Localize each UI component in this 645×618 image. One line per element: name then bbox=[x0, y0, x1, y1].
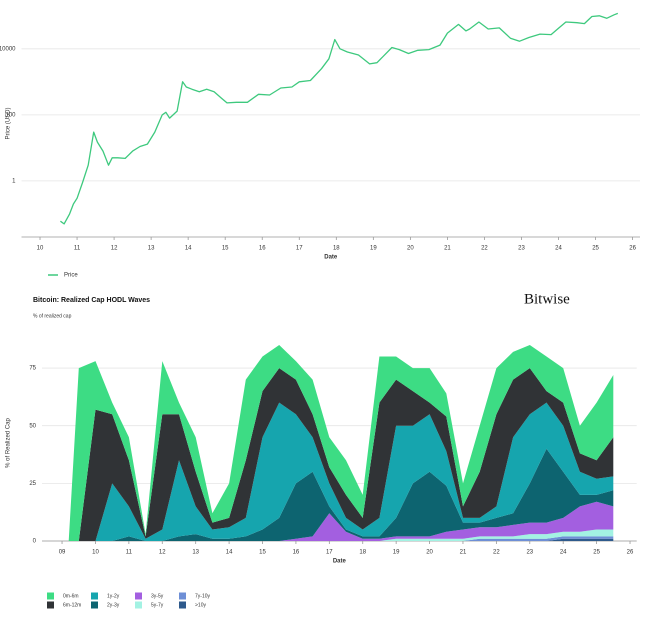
legend-label: >10y bbox=[195, 602, 206, 608]
x-tick-label: 12 bbox=[111, 246, 118, 252]
x-tick-label: 14 bbox=[185, 246, 192, 252]
legend-label: 7y-10y bbox=[195, 593, 211, 599]
x-tick-label: 25 bbox=[593, 550, 600, 556]
area-band bbox=[68, 501, 614, 541]
x-tick-label: 17 bbox=[326, 550, 333, 556]
x-tick-label: 24 bbox=[560, 550, 567, 556]
x-tick-label: 18 bbox=[359, 550, 366, 556]
legend-swatch bbox=[135, 601, 142, 609]
x-tick-label: 24 bbox=[555, 246, 562, 252]
y-tick-label: 50 bbox=[29, 423, 36, 429]
legend-swatch bbox=[47, 601, 54, 609]
x-tick-label: 15 bbox=[222, 246, 229, 252]
legend-swatch bbox=[91, 592, 98, 600]
y-tick-label: 100 bbox=[5, 112, 16, 118]
x-tick-label: 18 bbox=[333, 246, 340, 252]
area-band bbox=[68, 368, 614, 541]
x-tick-label: 14 bbox=[226, 550, 233, 556]
x-tick-label: 26 bbox=[629, 246, 636, 252]
legend-label: 6m-12m bbox=[63, 602, 81, 608]
legend-label: 5y-7y bbox=[151, 602, 164, 608]
x-tick-label: 10 bbox=[37, 246, 44, 252]
legend-swatch bbox=[91, 601, 98, 609]
area-band bbox=[68, 402, 614, 541]
x-tick-label: 21 bbox=[444, 246, 451, 252]
x-tick-label: 23 bbox=[526, 550, 533, 556]
y-axis-label: Price (USD) bbox=[6, 107, 12, 139]
x-tick-label: 19 bbox=[370, 246, 377, 252]
x-tick-label: 17 bbox=[296, 246, 303, 252]
x-tick-label: 12 bbox=[159, 550, 166, 556]
y-tick-label: 0 bbox=[33, 539, 37, 545]
y-tick-label: 10000 bbox=[0, 46, 16, 52]
area-band bbox=[68, 536, 614, 541]
price-line bbox=[60, 12, 619, 225]
x-tick-label: 25 bbox=[592, 246, 599, 252]
x-tick-label: 21 bbox=[460, 550, 467, 556]
x-tick-label: 13 bbox=[148, 246, 155, 252]
legend-label: 3y-5y bbox=[151, 593, 164, 599]
x-tick-label: 16 bbox=[293, 550, 300, 556]
legend-label: 1y-2y bbox=[107, 593, 120, 599]
x-tick-label: 19 bbox=[393, 550, 400, 556]
x-tick-label: 22 bbox=[493, 550, 500, 556]
y-tick-label: 1 bbox=[12, 178, 16, 184]
x-tick-label: 20 bbox=[426, 550, 433, 556]
x-tick-label: 11 bbox=[74, 246, 81, 252]
legend-label: 2y-3y bbox=[107, 602, 120, 608]
x-tick-label: 22 bbox=[481, 246, 488, 252]
x-axis-label: Date bbox=[333, 559, 347, 565]
chart-subtitle: % of realized cap bbox=[33, 313, 72, 319]
area-band bbox=[68, 345, 614, 541]
x-tick-label: 09 bbox=[59, 550, 66, 556]
y-axis-label: % of Realized Cap bbox=[6, 417, 12, 467]
brand-logo: Bitwise bbox=[524, 291, 570, 307]
legend-label: Price bbox=[64, 273, 78, 279]
x-tick-label: 16 bbox=[259, 246, 266, 252]
x-tick-label: 26 bbox=[627, 550, 634, 556]
x-tick-label: 10 bbox=[92, 550, 99, 556]
x-tick-label: 15 bbox=[259, 550, 266, 556]
x-tick-label: 11 bbox=[126, 550, 133, 556]
legend-label: 0m-6m bbox=[63, 593, 79, 599]
area-band bbox=[68, 529, 614, 541]
x-tick-label: 23 bbox=[518, 246, 525, 252]
x-axis-label: Date bbox=[324, 255, 338, 261]
legend-swatch bbox=[47, 592, 54, 600]
x-tick-label: 20 bbox=[407, 246, 414, 252]
legend-swatch bbox=[179, 601, 186, 609]
y-tick-label: 75 bbox=[29, 366, 36, 372]
x-tick-label: 13 bbox=[192, 550, 199, 556]
area-band bbox=[68, 538, 614, 541]
legend-swatch bbox=[135, 592, 142, 600]
y-tick-label: 25 bbox=[29, 481, 36, 487]
chart-title: Bitcoin: Realized Cap HODL Waves bbox=[33, 297, 150, 304]
legend-swatch bbox=[179, 592, 186, 600]
